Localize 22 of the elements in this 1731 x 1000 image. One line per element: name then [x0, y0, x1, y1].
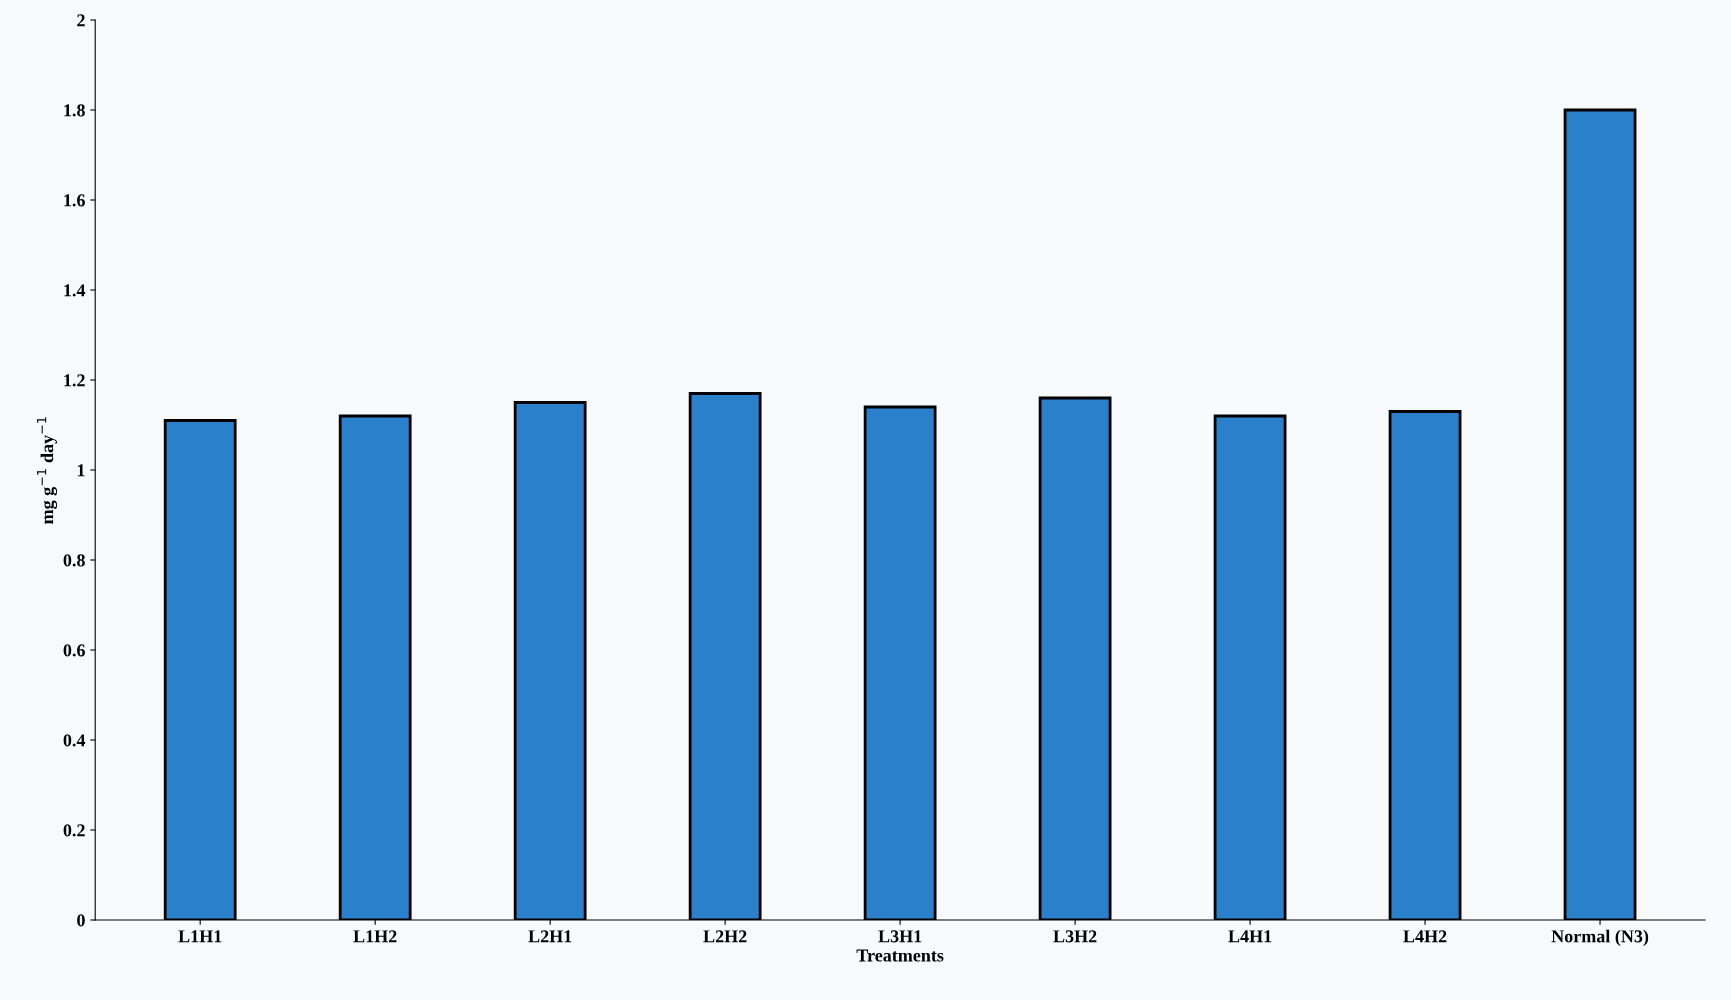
y-tick-label: 1.4 [64, 284, 86, 297]
y-tick-label: 1 [77, 464, 85, 477]
x-tick-label: L1H2 [353, 930, 397, 943]
y-tick-label: 0.2 [63, 824, 85, 837]
x-axis-title: Treatments [856, 949, 944, 962]
y-tick-label: 0.8 [63, 554, 85, 567]
y-tick-label: 2 [77, 14, 85, 27]
y-tick-label: 1.6 [64, 194, 85, 207]
x-tick-label: L1H1 [178, 930, 222, 943]
x-tick-label: L4H2 [1403, 930, 1447, 943]
y-tick-label: 0 [77, 914, 85, 927]
x-tick-label: L4H1 [1228, 930, 1272, 943]
x-tick-label: L2H1 [528, 930, 572, 943]
x-tick-label: L3H2 [1053, 930, 1097, 943]
x-tick-label: Normal (N3) [1551, 929, 1649, 947]
y-tick-label: 0.4 [63, 734, 86, 747]
y-tick-label: 1.8 [64, 104, 85, 117]
x-tick-label: L2H2 [703, 930, 747, 943]
y-axis-title: mg g$^{−1}$ day$^{−1}$ [36, 417, 58, 524]
x-tick-label: L3H1 [878, 930, 922, 943]
y-tick-label: 0.6 [63, 644, 85, 657]
y-tick-label: 1.2 [64, 374, 85, 387]
